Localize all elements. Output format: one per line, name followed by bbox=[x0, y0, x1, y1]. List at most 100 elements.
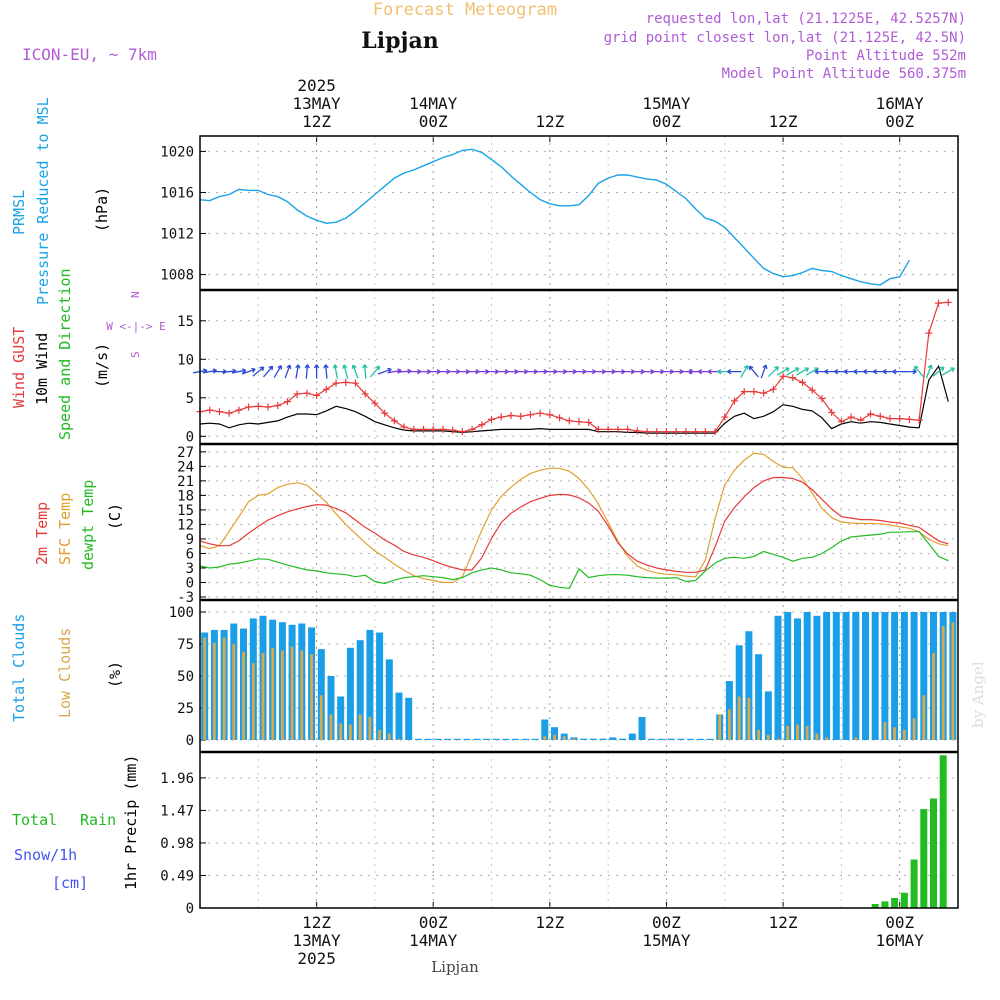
y-tick-label: 9 bbox=[186, 532, 194, 548]
low-clouds-bar bbox=[572, 738, 576, 740]
wind-direction-arrow bbox=[932, 366, 945, 377]
gust-marker bbox=[303, 389, 311, 397]
gust-marker bbox=[925, 329, 933, 337]
gust-marker bbox=[546, 411, 554, 419]
gust-marker bbox=[750, 388, 758, 396]
model-altitude: Model Point Altitude 560.375m bbox=[722, 66, 966, 82]
total-clouds-bar bbox=[589, 738, 597, 740]
gust-marker bbox=[458, 428, 466, 436]
wind-direction-arrow bbox=[323, 364, 329, 379]
total-clouds-bar bbox=[648, 738, 656, 740]
wind-dir-label: Speed and Direction bbox=[56, 268, 74, 440]
gust-marker bbox=[264, 403, 272, 411]
low-clouds-bars bbox=[203, 622, 955, 740]
total-clouds-bar bbox=[453, 738, 461, 740]
low-clouds-bar bbox=[319, 695, 323, 740]
total-clouds-bar bbox=[900, 612, 908, 740]
total-clouds-bar bbox=[794, 618, 801, 740]
compass-n-label: N bbox=[129, 291, 142, 298]
temperature-gridlines bbox=[200, 451, 958, 598]
pressure-panel: PRMSL Pressure Reduced to MSL (hPa) 1008… bbox=[10, 97, 958, 305]
y-tick-label: 1016 bbox=[160, 185, 194, 201]
y-tick-label: 3 bbox=[186, 561, 194, 577]
footer-location: Lipjan bbox=[431, 958, 479, 976]
time-tick-label: 00Z bbox=[419, 112, 448, 131]
total-clouds-bar bbox=[415, 738, 422, 740]
low-clouds-bar bbox=[300, 650, 304, 740]
total-clouds-bar bbox=[492, 738, 500, 740]
wind-direction-arrow bbox=[727, 368, 742, 375]
wind-direction-arrow bbox=[740, 365, 749, 379]
total-clouds-bar bbox=[745, 631, 753, 740]
y-tick-label: 18 bbox=[177, 488, 194, 504]
total-clouds-bar bbox=[852, 612, 860, 740]
gust-marker bbox=[643, 428, 651, 436]
y-tick-label: 0.49 bbox=[160, 868, 194, 884]
low-clouds-label: Low Clouds bbox=[56, 628, 74, 718]
total-clouds-bar bbox=[784, 612, 792, 740]
rain-bar bbox=[900, 892, 908, 908]
y-tick-label: 1.96 bbox=[160, 771, 194, 787]
gust-marker bbox=[410, 425, 418, 433]
gust-marker bbox=[371, 399, 379, 407]
total-clouds-bar bbox=[395, 692, 403, 740]
pressure-gridlines bbox=[200, 150, 958, 276]
low-clouds-bar bbox=[562, 736, 566, 740]
gust-marker bbox=[711, 428, 719, 436]
gust-marker bbox=[361, 390, 369, 398]
gust-marker bbox=[789, 374, 797, 382]
wind-direction-arrow bbox=[332, 364, 338, 379]
gust-marker bbox=[478, 421, 486, 429]
total-clouds-bar bbox=[609, 737, 617, 740]
y-tick-label: 0.98 bbox=[160, 836, 194, 852]
total-clouds-bar bbox=[735, 645, 743, 740]
time-tick-label: 2025 bbox=[297, 949, 336, 968]
y-tick-label: 21 bbox=[177, 474, 194, 490]
total-clouds-bar bbox=[385, 659, 393, 740]
gust-marker bbox=[847, 413, 855, 421]
location-title: Lipjan bbox=[361, 28, 438, 54]
gust-marker bbox=[313, 391, 321, 399]
time-tick-label: 00Z bbox=[419, 913, 448, 932]
low-clouds-bar bbox=[271, 647, 275, 740]
clouds-y-ticks: 0 25 50 75 100 bbox=[169, 605, 206, 749]
vertical-gridlines bbox=[257, 136, 901, 908]
low-clouds-bar bbox=[368, 717, 372, 740]
compass-s-label: S bbox=[129, 351, 142, 358]
low-clouds-bar bbox=[786, 725, 790, 740]
gust-marker bbox=[468, 425, 476, 433]
time-tick-label: 15MAY bbox=[642, 94, 691, 113]
wind-direction-arrow bbox=[362, 364, 368, 379]
wind-direction-arrow bbox=[760, 364, 768, 379]
wind-direction-arrow bbox=[767, 366, 779, 378]
low-clouds-bar bbox=[932, 653, 935, 740]
total-clouds-bar bbox=[599, 738, 607, 740]
total-clouds-bar bbox=[434, 738, 442, 740]
y-tick-label: 12 bbox=[177, 517, 194, 533]
y-tick-label: 75 bbox=[177, 637, 194, 653]
gust-marker bbox=[905, 415, 913, 423]
gust-marker bbox=[740, 388, 748, 396]
gust-marker bbox=[381, 409, 389, 417]
low-clouds-bar bbox=[766, 734, 770, 740]
low-clouds-bar bbox=[903, 729, 906, 740]
total-clouds-bar bbox=[881, 612, 889, 740]
time-tick-label: 12Z bbox=[769, 112, 798, 131]
gust-marker bbox=[935, 299, 943, 307]
y-tick-label: 1012 bbox=[160, 227, 194, 243]
gust-marker bbox=[235, 406, 243, 414]
total-clouds-bar bbox=[424, 738, 432, 740]
temp-unit: (C) bbox=[106, 503, 124, 530]
gust-marker bbox=[565, 417, 573, 425]
low-clouds-bar bbox=[543, 736, 547, 740]
rain-bar bbox=[910, 859, 918, 908]
gust-marker bbox=[390, 417, 398, 425]
low-clouds-bar bbox=[883, 722, 887, 740]
compass-we-label: W <-|-> E bbox=[106, 320, 166, 333]
precip-unit: 1hr Precip (mm) bbox=[122, 755, 140, 890]
total-clouds-bar bbox=[502, 738, 510, 740]
gust-marker bbox=[332, 379, 340, 387]
low-clouds-bar bbox=[242, 651, 245, 740]
